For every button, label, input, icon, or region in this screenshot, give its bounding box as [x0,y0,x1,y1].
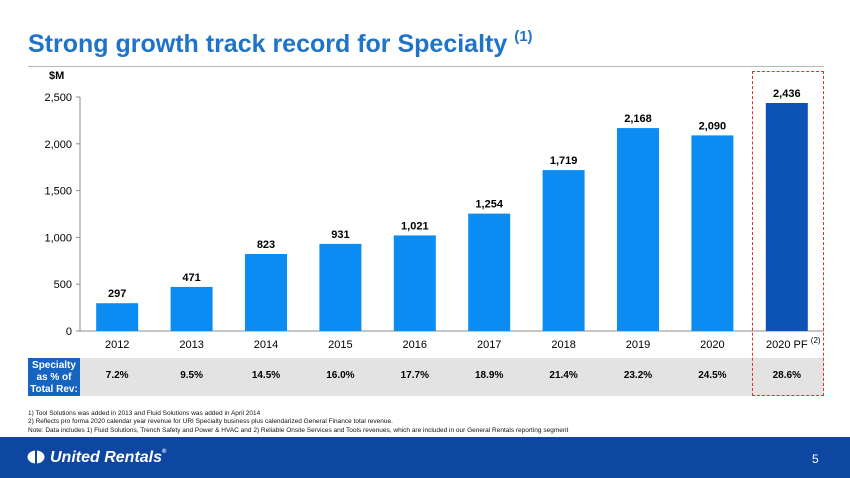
footnote-2: 2) Reflects pro forma 2020 calendar year… [28,418,393,426]
bar-value-label: 1,719 [550,155,578,167]
specialty-pct-value: 14.5% [251,370,281,381]
x-tick-label: 2017 [477,339,501,351]
specialty-pct-header-line: Specialty [32,360,76,371]
y-tick-label: 2,000 [44,139,72,151]
x-tick-label: 2020 PF [766,339,808,351]
bar [319,243,362,331]
specialty-pct-header: Specialty as % of Total Rev: [28,358,80,396]
x-tick-footnote-ref: (2) [811,336,821,345]
specialty-pct-row [80,358,824,396]
x-tick-label: 2013 [179,339,203,351]
footnote-note: Note: Data includes 1) Fluid Solutions, … [28,426,569,434]
x-tick-label: 2019 [626,339,650,351]
bar-value-label: 2,090 [699,120,727,132]
specialty-pct-value: 23.2% [623,370,653,381]
united-rentals-logo-icon [27,450,45,464]
bar-value-label: 2,168 [624,113,652,125]
bar-value-label: 1,021 [401,220,429,232]
x-tick-label: 2020 [700,339,724,351]
bar [691,135,734,331]
specialty-pct-value: 17.7% [400,370,429,381]
bar [468,213,511,331]
x-tick-label: 2015 [328,339,352,351]
bar-value-label: 931 [331,229,349,241]
title-footnote-ref: (1) [514,28,533,45]
x-tick-label: 2014 [254,339,278,351]
specialty-pct-header-line: Total Rev: [30,384,78,395]
y-tick-label: 2,500 [44,92,72,104]
specialty-pct-value: 28.6% [772,370,801,381]
specialty-pct-value: 24.5% [698,370,727,381]
footnote-1: 1) Tool Solutions was added in 2013 and … [28,410,261,417]
bar [170,286,213,331]
y-tick-label: 500 [54,279,72,291]
pro-forma-highlight-box [752,71,824,396]
y-tick-label: 1,000 [44,232,72,244]
y-tick-label: 0 [66,326,72,338]
x-tick-label: 2018 [551,339,575,351]
bar [542,170,585,331]
bar [765,102,808,331]
page-title: Strong growth track record for Specialty… [28,28,533,59]
bar-value-label: 471 [182,272,200,284]
brand-name: United Rentals® [50,449,166,467]
title-divider [28,66,824,67]
bar [617,128,659,331]
page-number: 5 [812,452,819,466]
bar-value-label: 297 [108,288,126,300]
specialty-pct-value: 9.5% [180,370,203,381]
brand-trademark: ® [162,449,167,455]
specialty-pct-value: 21.4% [549,370,578,381]
footnotes: 1) Tool Solutions was added in 2013 and … [28,410,568,435]
bar [96,303,139,331]
title-text: Strong growth track record for Specialty [28,30,508,58]
unit-label: $M [49,70,65,82]
bar [393,235,436,331]
specialty-pct-value: 7.2% [105,370,129,381]
x-tick-label: 2012 [105,339,129,351]
specialty-pct-header-line: as % of [36,372,72,383]
specialty-pct-value: 18.9% [475,370,504,381]
y-tick-label: 1,500 [44,186,72,198]
bar-value-label: 1,254 [475,199,503,211]
brand-text: United Rentals [50,449,163,466]
specialty-pct-value: 16.0% [326,370,355,381]
footer-bar [0,437,850,478]
bar-value-label: 2,436 [773,88,801,100]
revenue-bar-chart: 0 500 1,000 1,500 2,000 2,500 297 2012 471 2013 82… [44,88,824,351]
x-tick-label: 2016 [403,339,427,351]
bar [245,253,287,331]
bar-value-label: 823 [257,239,275,251]
